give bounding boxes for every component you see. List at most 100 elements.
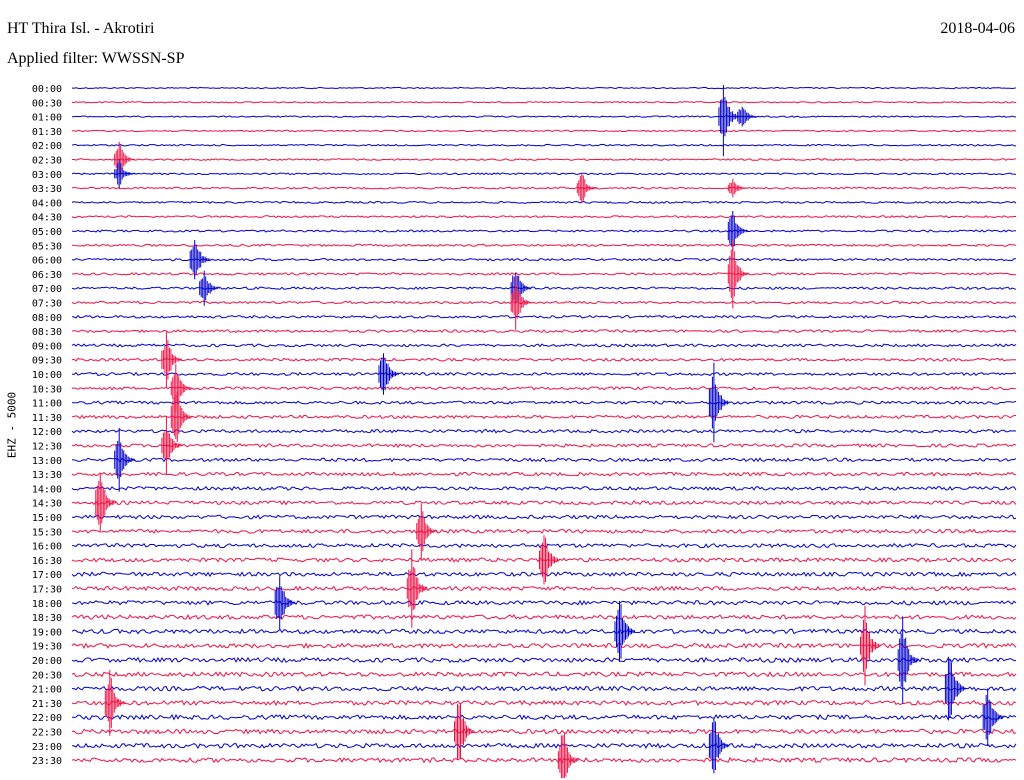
trace-line — [71, 314, 1017, 319]
trace-label: 05:00 — [32, 227, 62, 238]
event-burst — [557, 733, 579, 778]
trace-line — [72, 158, 1017, 161]
event-burst — [982, 688, 1004, 746]
trace-line — [71, 671, 1017, 678]
event-burst — [114, 427, 135, 492]
trace-label: 17:00 — [32, 570, 62, 581]
event-burst — [274, 576, 296, 630]
trace-label: 12:30 — [32, 442, 62, 453]
event-burst — [454, 703, 475, 760]
trace-line — [71, 300, 1017, 305]
trace-line — [71, 257, 1017, 262]
trace-label: 04:30 — [32, 213, 62, 224]
trace-label: 09:30 — [32, 356, 62, 367]
trace-label: 23:00 — [32, 742, 62, 753]
event-burst — [199, 270, 220, 306]
trace-line — [71, 400, 1017, 405]
trace-labels: 00:00 00:30 01:00 01:30 02:00 02:30 03:00 03:30… — [32, 84, 62, 767]
event-burst — [897, 616, 919, 704]
trace-line — [71, 357, 1017, 362]
trace-line — [71, 243, 1017, 247]
trace-label: 07:30 — [32, 299, 62, 310]
trace-line — [71, 528, 1017, 534]
trace-label: 15:30 — [32, 527, 62, 538]
trace-label: 01:00 — [32, 113, 62, 124]
event-burst — [95, 474, 116, 532]
event-burst — [510, 275, 532, 330]
trace-line — [71, 115, 1017, 118]
trace-label: 13:30 — [32, 470, 62, 481]
trace-label: 14:30 — [32, 499, 62, 510]
trace-label: 08:00 — [32, 313, 62, 324]
trace-line — [71, 129, 1017, 133]
trace-line — [71, 186, 1017, 190]
event-burst — [718, 85, 739, 157]
trace-label: 11:00 — [32, 399, 62, 410]
trace-label: 06:00 — [32, 256, 62, 267]
event-burst — [576, 173, 598, 204]
trace-label: 19:00 — [32, 627, 62, 638]
event-burst — [161, 415, 182, 476]
event-burst — [614, 600, 635, 662]
event-burst — [860, 606, 881, 686]
trace-line — [71, 414, 1017, 420]
trace-line — [71, 585, 1017, 592]
trace-label: 11:30 — [32, 413, 62, 424]
trace-line — [71, 101, 1017, 104]
trace-line — [71, 200, 1017, 204]
event-burst — [189, 240, 211, 280]
event-burst — [170, 391, 192, 442]
event-burst — [727, 239, 749, 309]
event-burst — [170, 364, 192, 413]
trace-label: 22:00 — [32, 713, 62, 724]
event-burst — [416, 503, 437, 560]
trace-label: 01:30 — [32, 127, 62, 138]
trace-line — [71, 386, 1017, 391]
trace-label: 23:30 — [32, 756, 62, 767]
trace-label: 16:30 — [32, 556, 62, 567]
trace-label: 07:00 — [32, 284, 62, 295]
event-burst — [727, 211, 749, 251]
trace-line — [71, 215, 1017, 219]
trace-line — [71, 628, 1017, 635]
trace-line — [71, 343, 1017, 348]
event-burst — [727, 178, 749, 198]
trace-line — [71, 329, 1017, 334]
trace-line — [71, 272, 1017, 276]
event-burst — [737, 106, 758, 127]
trace-label: 18:00 — [32, 599, 62, 610]
event-burst — [708, 362, 730, 443]
trace-line — [71, 443, 1017, 448]
trace-label: 00:00 — [32, 84, 62, 95]
trace-label: 09:00 — [32, 341, 62, 352]
trace-label: 21:00 — [32, 685, 62, 696]
trace-line — [71, 656, 1017, 664]
trace-label: 04:00 — [32, 198, 62, 209]
event-bursts — [95, 85, 1004, 778]
trace-line — [71, 457, 1017, 463]
trace-line — [71, 471, 1016, 477]
trace-label: 05:30 — [32, 241, 62, 252]
event-burst — [161, 331, 182, 388]
trace-label: 21:30 — [32, 699, 62, 710]
trace-line — [71, 742, 1017, 749]
trace-lines — [71, 86, 1017, 764]
trace-label: 03:30 — [32, 184, 62, 195]
trace-line — [71, 229, 1017, 233]
event-burst — [114, 159, 135, 189]
trace-label: 20:00 — [32, 656, 62, 667]
trace-line — [71, 371, 1017, 377]
trace-label: 03:00 — [32, 170, 62, 181]
trace-line — [71, 713, 1017, 721]
event-burst — [539, 535, 560, 585]
trace-label: 12:00 — [32, 427, 62, 438]
trace-label: 10:00 — [32, 370, 62, 381]
trace-line — [72, 685, 1017, 692]
trace-label: 19:30 — [32, 642, 62, 653]
trace-line — [71, 756, 1017, 764]
filter-label: Applied filter: WWSSN-SP — [7, 50, 185, 67]
trace-label: 20:30 — [32, 670, 62, 681]
trace-line — [71, 428, 1017, 434]
trace-label: 16:00 — [32, 542, 62, 553]
